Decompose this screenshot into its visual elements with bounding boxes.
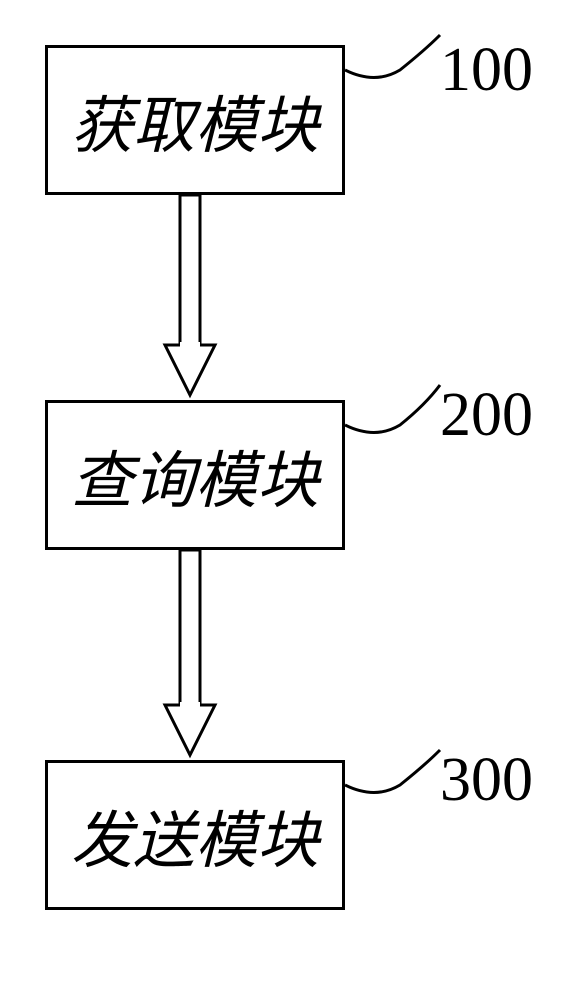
node-label: 查询模块 [71, 430, 319, 520]
callout-connector [345, 740, 445, 820]
node-query-module: 查询模块 [45, 400, 345, 550]
callout-connector [345, 25, 445, 105]
callout-connector [345, 375, 445, 455]
node-label: 获取模块 [71, 75, 319, 165]
node-acquire-module: 获取模块 [45, 45, 345, 195]
callout-label-200: 200 [440, 380, 533, 451]
callout-label-300: 300 [440, 745, 533, 816]
node-label: 发送模块 [71, 790, 319, 880]
flowchart-diagram: 获取模块 100 查询模块 200 发送模块 300 [0, 0, 573, 1000]
arrow-down [160, 195, 220, 400]
node-send-module: 发送模块 [45, 760, 345, 910]
callout-label-100: 100 [440, 35, 533, 106]
arrow-down [160, 550, 220, 760]
